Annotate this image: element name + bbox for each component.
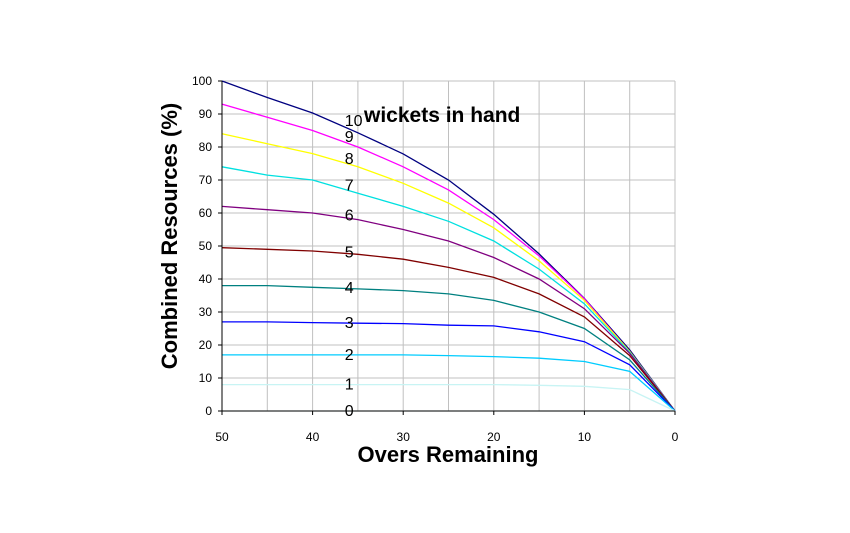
- y-tick-label: 0: [205, 404, 212, 418]
- y-tick-label: 90: [199, 107, 213, 121]
- series-label-8: 8: [345, 151, 354, 168]
- series-line-2-wickets: [222, 354, 676, 412]
- series-line-3-wickets: [222, 321, 676, 412]
- grid: [221, 80, 676, 412]
- series-label-6: 6: [345, 208, 354, 225]
- x-axis-title: Overs Remaining: [358, 442, 539, 467]
- series-label-9: 9: [345, 129, 354, 146]
- x-tick-label: 30: [397, 430, 411, 444]
- series-label-7: 7: [345, 177, 354, 194]
- series-label-0: 0: [345, 403, 354, 420]
- series-line-8-wickets: [221, 133, 676, 412]
- y-tick-label: 20: [199, 338, 213, 352]
- y-tick-label: 50: [199, 239, 213, 253]
- x-tick-label: 50: [215, 430, 229, 444]
- x-tick-label: 20: [487, 430, 501, 444]
- chart-annotation: wickets in hand: [363, 104, 520, 127]
- series-line-9-wickets: [221, 103, 676, 412]
- y-tick-label: 70: [199, 173, 213, 187]
- series-line-1-wickets: [222, 383, 676, 412]
- y-tick-label: 60: [199, 206, 213, 220]
- x-tick-label: 40: [306, 430, 320, 444]
- series-lines: [221, 80, 676, 412]
- x-tick-label: 10: [578, 430, 592, 444]
- series-label-3: 3: [345, 315, 354, 332]
- y-tick-label: 30: [199, 305, 213, 319]
- y-tick-label: 80: [199, 140, 213, 154]
- y-tick-label: 40: [199, 272, 213, 286]
- series-line-6-wickets: [221, 205, 676, 412]
- series-label-10: 10: [345, 113, 363, 130]
- series-label-5: 5: [345, 244, 354, 261]
- y-axis-title: Combined Resources (%): [157, 103, 182, 370]
- series-line-7-wickets: [221, 166, 676, 412]
- y-tick-label: 10: [199, 371, 213, 385]
- series-line-4-wickets: [222, 284, 676, 412]
- series-line-5-wickets: [221, 247, 676, 412]
- series-label-4: 4: [345, 280, 354, 297]
- x-tick-label: 0: [672, 430, 679, 444]
- series-label-1: 1: [345, 377, 354, 394]
- series-label-2: 2: [345, 347, 354, 364]
- y-tick-label: 100: [192, 74, 212, 88]
